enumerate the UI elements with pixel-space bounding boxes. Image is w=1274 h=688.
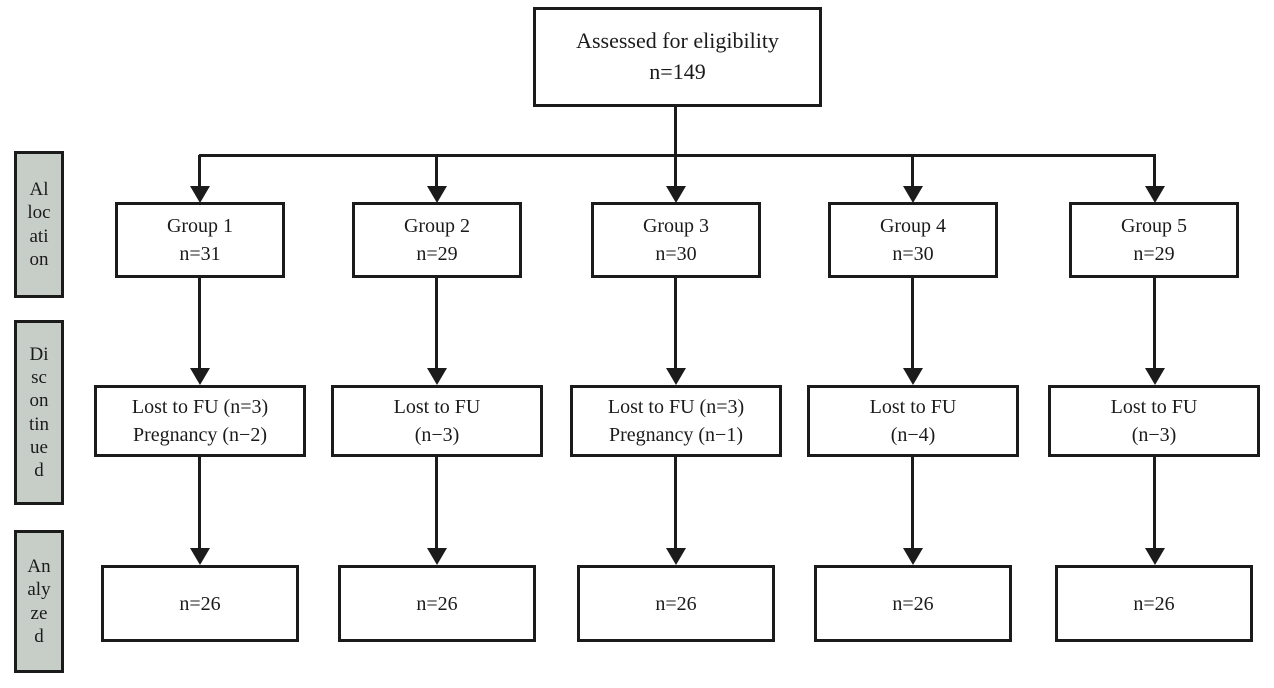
allocation-arrow-line-3 xyxy=(674,155,677,186)
analyzed-box-2: n=26 xyxy=(338,565,536,642)
group-box-5: Group 5 n=29 xyxy=(1069,202,1239,278)
allocation-arrowhead-4 xyxy=(903,186,923,203)
discontinued-arrow-line-1 xyxy=(198,278,201,368)
analyzed-arrow-line-1 xyxy=(198,457,201,548)
analyzed-box-4: n=26 xyxy=(814,565,1012,642)
analyzed-box-3: n=26 xyxy=(577,565,775,642)
analyzed-arrowhead-3 xyxy=(666,548,686,565)
stage-label-allocation: Al loc ati on xyxy=(14,151,64,298)
analyzed-arrow-line-2 xyxy=(435,457,438,548)
discontinued-box-3: Lost to FU (n=3) Pregnancy (n−1) xyxy=(570,385,782,457)
analyzed-arrow-line-5 xyxy=(1153,457,1156,548)
group-box-1: Group 1 n=31 xyxy=(115,202,285,278)
allocation-arrowhead-5 xyxy=(1145,186,1165,203)
discontinued-arrowhead-4 xyxy=(903,368,923,385)
allocation-arrowhead-2 xyxy=(427,186,447,203)
analyzed-box-1: n=26 xyxy=(101,565,299,642)
discontinued-arrowhead-5 xyxy=(1145,368,1165,385)
discontinued-box-4: Lost to FU (n−4) xyxy=(807,385,1019,457)
analyzed-arrowhead-5 xyxy=(1145,548,1165,565)
trunk-line xyxy=(674,107,677,155)
discontinued-arrowhead-2 xyxy=(427,368,447,385)
allocation-arrow-line-2 xyxy=(435,155,438,186)
discontinued-arrow-line-5 xyxy=(1153,278,1156,368)
allocation-arrow-line-4 xyxy=(911,155,914,186)
analyzed-arrowhead-4 xyxy=(903,548,923,565)
analyzed-arrowhead-2 xyxy=(427,548,447,565)
group-box-4: Group 4 n=30 xyxy=(828,202,998,278)
discontinued-box-5: Lost to FU (n−3) xyxy=(1048,385,1260,457)
eligibility-box: Assessed for eligibility n=149 xyxy=(533,7,822,107)
group-box-3: Group 3 n=30 xyxy=(591,202,761,278)
group-box-2: Group 2 n=29 xyxy=(352,202,522,278)
stage-label-analyzed: An aly ze d xyxy=(14,530,64,673)
stage-label-discontinued: Di sc on tin ue d xyxy=(14,320,64,505)
discontinued-arrow-line-2 xyxy=(435,278,438,368)
analyzed-arrow-line-3 xyxy=(674,457,677,548)
discontinued-arrowhead-3 xyxy=(666,368,686,385)
discontinued-arrow-line-4 xyxy=(911,278,914,368)
discontinued-box-2: Lost to FU (n−3) xyxy=(331,385,543,457)
allocation-arrow-line-5 xyxy=(1153,155,1156,186)
allocation-arrow-line-1 xyxy=(198,155,201,186)
allocation-arrowhead-3 xyxy=(666,186,686,203)
discontinued-box-1: Lost to FU (n=3) Pregnancy (n−2) xyxy=(94,385,306,457)
allocation-arrowhead-1 xyxy=(190,186,210,203)
branch-line xyxy=(199,154,1156,157)
analyzed-box-5: n=26 xyxy=(1055,565,1253,642)
analyzed-arrowhead-1 xyxy=(190,548,210,565)
discontinued-arrow-line-3 xyxy=(674,278,677,368)
discontinued-arrowhead-1 xyxy=(190,368,210,385)
analyzed-arrow-line-4 xyxy=(911,457,914,548)
